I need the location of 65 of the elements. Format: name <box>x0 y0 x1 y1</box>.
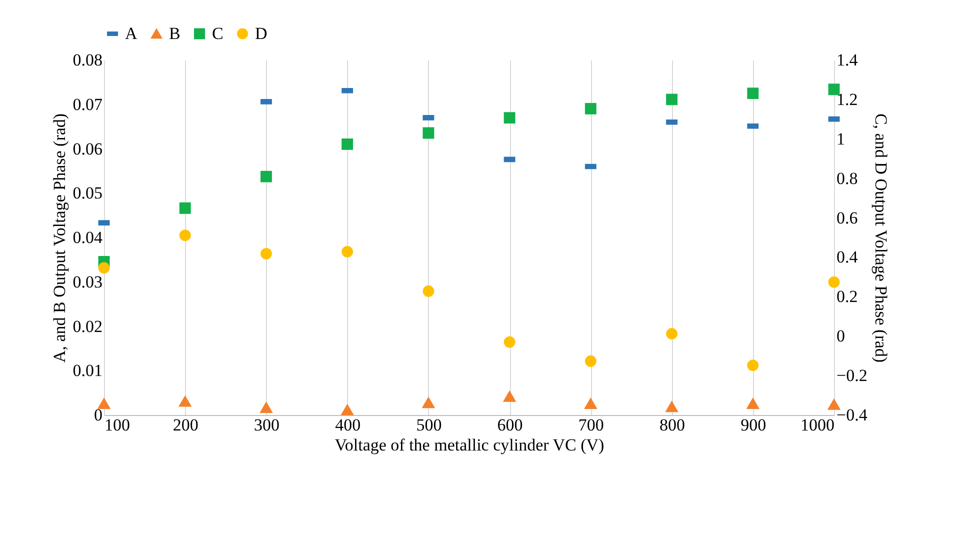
x-tick-label: 900 <box>740 416 766 434</box>
x-tick-label: 100 <box>104 416 130 434</box>
y-tick-label: 0.03 <box>72 272 102 292</box>
point <box>828 276 840 288</box>
y2-tick-label: 0.8 <box>836 168 858 188</box>
point <box>828 84 840 96</box>
y-tick-label: 0.07 <box>72 94 103 114</box>
y-tick-label: 0.02 <box>72 316 102 336</box>
y-axis-title: A, and B Output Voltage Phase (rad) <box>50 113 69 363</box>
legend-label: C <box>212 24 224 43</box>
y2-axis-title: C, and D Output Voltage Phase (rad) <box>871 113 890 363</box>
point <box>666 94 678 106</box>
y-tick-label: 0 <box>94 406 102 424</box>
y2-tick-label: 1.4 <box>836 50 858 70</box>
point <box>260 402 272 414</box>
y2-tick-label: 1.2 <box>836 90 858 109</box>
point <box>422 285 434 297</box>
point <box>666 402 678 412</box>
y2-tick-label: 0 <box>836 326 845 346</box>
point <box>504 392 516 402</box>
x-tick-label: 600 <box>497 416 523 434</box>
legend-label: A <box>125 24 138 43</box>
x-tick-label: 700 <box>578 416 604 434</box>
y2-tick-label: 0.6 <box>836 208 858 228</box>
point <box>342 246 354 258</box>
point <box>584 398 596 410</box>
point <box>98 398 110 410</box>
y2-tick-label: 0.2 <box>836 287 858 306</box>
legend-label: D <box>255 24 268 43</box>
point <box>260 248 272 260</box>
legend-label: B <box>169 24 180 43</box>
y-tick-label: 0.06 <box>72 139 102 158</box>
x-tick-label: 500 <box>416 416 442 434</box>
point <box>747 398 759 410</box>
y2-tick-label: 0.4 <box>836 248 858 267</box>
x-tick-label: 400 <box>335 416 361 434</box>
x-tick-label: 200 <box>172 416 198 434</box>
point <box>179 396 191 407</box>
y2-tick-label: −0.2 <box>836 366 868 386</box>
point <box>342 138 354 150</box>
y-tick-label: 0.08 <box>72 50 102 70</box>
x-axis-title: Voltage of the metallic cylinder VC (V) <box>334 436 604 454</box>
point <box>747 360 759 372</box>
point <box>179 202 191 214</box>
point <box>828 400 840 410</box>
point <box>422 398 434 408</box>
point <box>584 102 596 114</box>
y-tick-label: 0.01 <box>72 361 102 380</box>
x-tick-label: 800 <box>660 416 686 434</box>
point <box>666 328 678 340</box>
point <box>747 88 759 100</box>
point <box>98 262 110 274</box>
y2-tick-label: −0.4 <box>836 406 868 424</box>
point <box>422 127 434 139</box>
x-tick-label: 1000 <box>800 416 834 434</box>
point <box>260 170 272 182</box>
point <box>342 404 354 416</box>
y-tick-label: 0.05 <box>72 184 102 203</box>
point <box>504 112 516 124</box>
y-tick-label: 0.04 <box>72 228 103 247</box>
point <box>179 230 191 242</box>
point <box>584 355 596 367</box>
y2-tick-label: 1 <box>836 129 845 148</box>
point <box>504 336 516 348</box>
x-tick-label: 300 <box>254 416 280 434</box>
